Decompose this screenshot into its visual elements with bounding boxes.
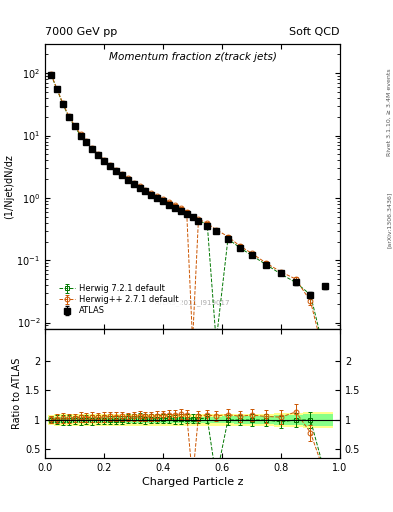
Y-axis label: Ratio to ATLAS: Ratio to ATLAS	[12, 358, 22, 429]
Text: [arXiv:1306.3436]: [arXiv:1306.3436]	[387, 192, 392, 248]
Text: Momentum fraction z(track jets): Momentum fraction z(track jets)	[108, 52, 277, 62]
Legend: Herwig 7.2.1 default, Herwig++ 2.7.1 default, ATLAS: Herwig 7.2.1 default, Herwig++ 2.7.1 def…	[55, 281, 182, 319]
Y-axis label: (1/Njet)dN/dz: (1/Njet)dN/dz	[4, 154, 14, 219]
Text: 7000 GeV pp: 7000 GeV pp	[45, 27, 118, 37]
Text: ATLAS_2011_I919017: ATLAS_2011_I919017	[155, 299, 230, 306]
X-axis label: Charged Particle z: Charged Particle z	[142, 477, 243, 487]
Text: Rivet 3.1.10, ≥ 3.4M events: Rivet 3.1.10, ≥ 3.4M events	[387, 69, 392, 157]
Text: Soft QCD: Soft QCD	[290, 27, 340, 37]
